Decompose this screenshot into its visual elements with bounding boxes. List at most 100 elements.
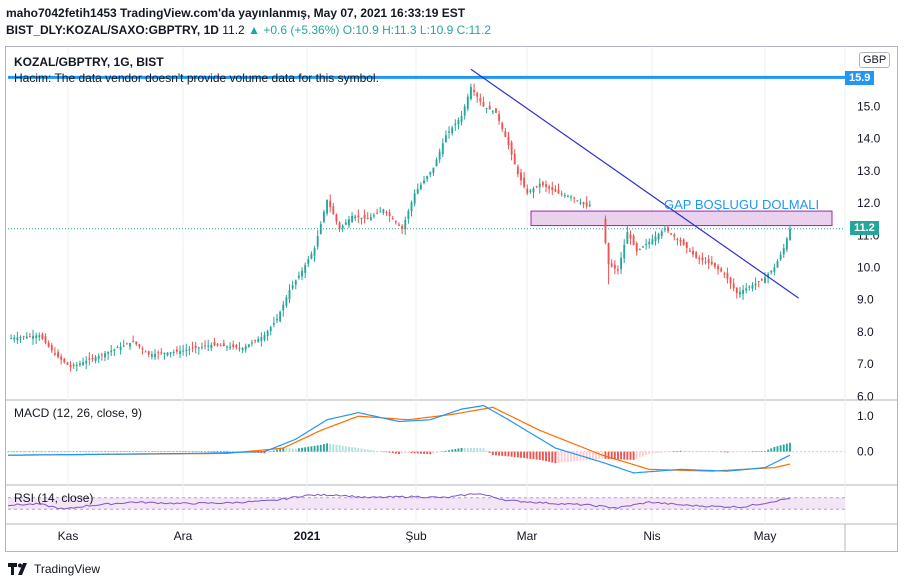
macd-histogram-bar bbox=[507, 451, 510, 457]
macd-histogram-bar bbox=[432, 451, 435, 454]
macd-histogram-bar bbox=[66, 451, 69, 453]
candle-body bbox=[523, 177, 526, 187]
candle-body bbox=[676, 239, 679, 241]
candle-body bbox=[75, 364, 78, 367]
macd-histogram-bar bbox=[407, 451, 410, 453]
candle-body bbox=[576, 200, 579, 202]
candle-body bbox=[632, 235, 635, 245]
candle-body bbox=[88, 358, 91, 360]
candle-body bbox=[760, 279, 763, 281]
tradingview-footer[interactable]: TradingView bbox=[8, 562, 100, 576]
tradingview-footer-text: TradingView bbox=[34, 562, 101, 576]
macd-histogram-bar bbox=[122, 451, 125, 452]
macd-histogram-bar bbox=[607, 451, 610, 459]
candle-body bbox=[548, 186, 551, 189]
candle-body bbox=[720, 268, 723, 272]
macd-histogram-bar bbox=[654, 451, 657, 454]
candle-body bbox=[732, 283, 735, 289]
candle-body bbox=[563, 194, 566, 197]
macd-histogram-bar bbox=[310, 446, 313, 452]
candle-body bbox=[373, 215, 375, 217]
candle-body bbox=[685, 242, 688, 249]
macd-histogram-bar bbox=[688, 450, 691, 452]
candle-body bbox=[41, 334, 44, 340]
candle-body bbox=[663, 228, 666, 230]
macd-histogram-bar bbox=[441, 451, 444, 453]
macd-histogram-bar bbox=[204, 451, 206, 452]
macd-histogram-bar bbox=[679, 450, 682, 452]
candle-body bbox=[776, 261, 779, 268]
candle-body bbox=[585, 202, 588, 207]
candle-body bbox=[541, 182, 544, 186]
macd-histogram-bar bbox=[110, 451, 113, 452]
candle-body bbox=[263, 335, 266, 340]
macd-histogram-bar bbox=[707, 451, 710, 452]
macd-histogram-bar bbox=[166, 451, 169, 452]
macd-histogram-bar bbox=[670, 451, 673, 453]
candle-body bbox=[394, 221, 397, 223]
macd-histogram-bar bbox=[413, 451, 416, 454]
candle-body bbox=[163, 352, 166, 355]
macd-histogram-bar bbox=[510, 451, 513, 457]
candle-body bbox=[238, 347, 241, 349]
macd-histogram-bar bbox=[751, 451, 754, 453]
candle-body bbox=[354, 216, 357, 219]
candle-body bbox=[341, 225, 344, 229]
macd-histogram-bar bbox=[47, 451, 50, 453]
candle-body bbox=[557, 190, 560, 194]
macd-histogram-bar bbox=[235, 451, 238, 452]
candle-body bbox=[554, 189, 557, 192]
macd-histogram-bar bbox=[329, 443, 332, 452]
time-tick-6: May bbox=[754, 529, 777, 543]
candle-body bbox=[63, 358, 66, 363]
macd-histogram-bar bbox=[776, 446, 779, 452]
macd-histogram-bar bbox=[97, 451, 100, 453]
macd-line bbox=[8, 404, 791, 474]
candle-body bbox=[770, 270, 773, 273]
macd-histogram-bar bbox=[545, 451, 547, 462]
time-tick-2: 2021 bbox=[294, 529, 321, 543]
candle-body bbox=[232, 344, 235, 348]
macd-histogram-bar bbox=[595, 451, 597, 460]
candle-body bbox=[610, 263, 613, 267]
candle-body bbox=[657, 233, 660, 240]
price-tick-6: 12.0 bbox=[857, 196, 881, 210]
candle-body bbox=[254, 340, 257, 342]
macd-histogram-bar bbox=[470, 448, 472, 452]
macd-histogram-bar bbox=[219, 450, 222, 452]
macd-histogram-bar bbox=[782, 444, 785, 452]
candle-body bbox=[454, 123, 457, 126]
ohlc-low: L:10.9 bbox=[419, 23, 454, 37]
macd-histogram-bar bbox=[285, 447, 288, 452]
change-text: +0.6 (+5.36%) bbox=[263, 23, 340, 37]
macd-histogram-bar bbox=[701, 450, 704, 452]
macd-histogram-bar bbox=[94, 451, 97, 453]
macd-histogram-bar bbox=[785, 443, 788, 452]
macd-histogram-bar bbox=[72, 451, 75, 453]
candle-body bbox=[660, 231, 663, 237]
candle-body bbox=[272, 323, 275, 325]
candle-body bbox=[247, 344, 250, 348]
macd-histogram-bar bbox=[394, 451, 397, 454]
candle-body bbox=[169, 352, 172, 354]
macd-histogram-bar bbox=[154, 451, 156, 452]
macd-histogram-bar bbox=[263, 451, 266, 454]
candle-body bbox=[701, 257, 704, 261]
candle-body bbox=[635, 243, 638, 252]
macd-histogram-bar bbox=[354, 447, 357, 452]
macd-histogram-bar bbox=[504, 451, 507, 457]
candle-body bbox=[648, 241, 651, 245]
macd-histogram-bar bbox=[479, 448, 482, 452]
tradingview-logo-icon bbox=[8, 563, 30, 575]
candle-body bbox=[416, 189, 419, 194]
candle-body bbox=[710, 261, 713, 265]
macd-histogram-bar bbox=[710, 451, 713, 452]
candle-body bbox=[197, 347, 200, 349]
candle-body bbox=[410, 202, 413, 212]
candle-body bbox=[66, 362, 69, 365]
candle-body bbox=[432, 167, 435, 174]
candle-body bbox=[13, 337, 16, 340]
macd-histogram-bar bbox=[742, 451, 745, 453]
macd-histogram-bar bbox=[82, 451, 85, 453]
